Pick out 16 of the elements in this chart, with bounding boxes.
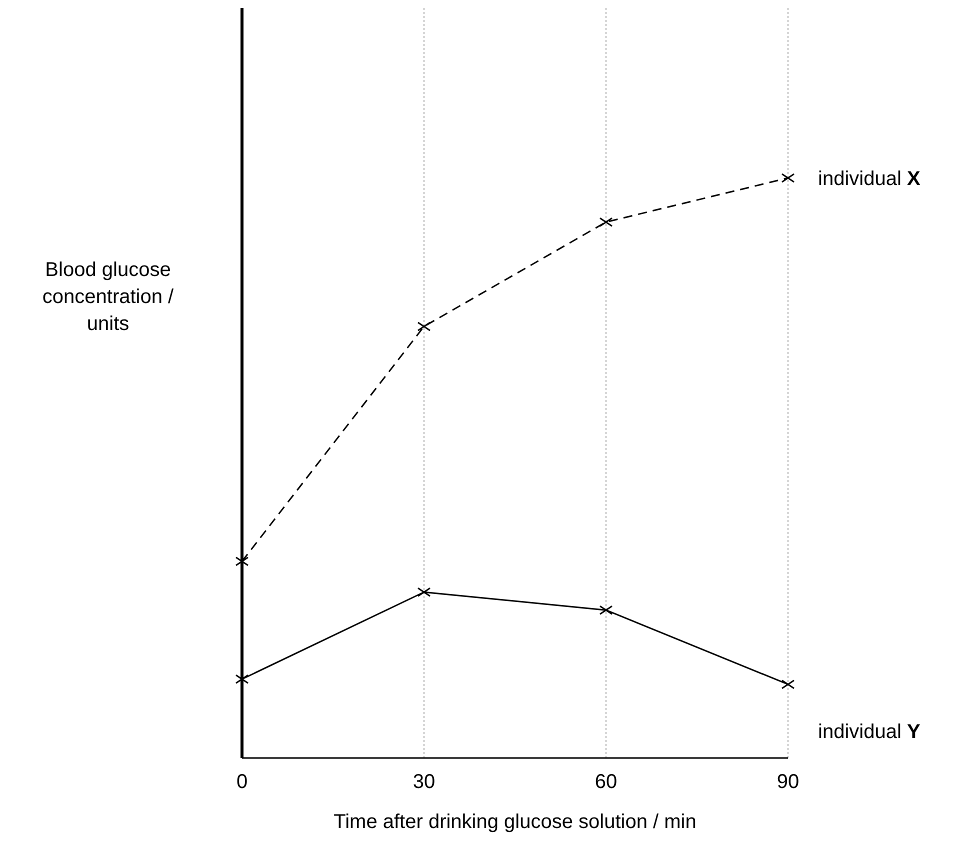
x-axis-title: Time after drinking glucose solution / min [334,811,696,833]
point [781,680,795,690]
x-tick-label: 90 [776,771,800,793]
x-tick-label: 0 [236,771,248,793]
point [235,674,249,684]
series-label: individual X [818,168,921,190]
point [417,322,431,332]
text: individual Y [818,721,921,743]
point [235,556,249,566]
point [417,587,431,597]
point [781,173,795,183]
point [599,217,613,227]
x-tick-label: 60 [594,771,618,793]
x-tick-label: 30 [412,771,436,793]
y-axis-title: Blood glucose concentration / units [42,259,174,335]
point [599,605,613,615]
